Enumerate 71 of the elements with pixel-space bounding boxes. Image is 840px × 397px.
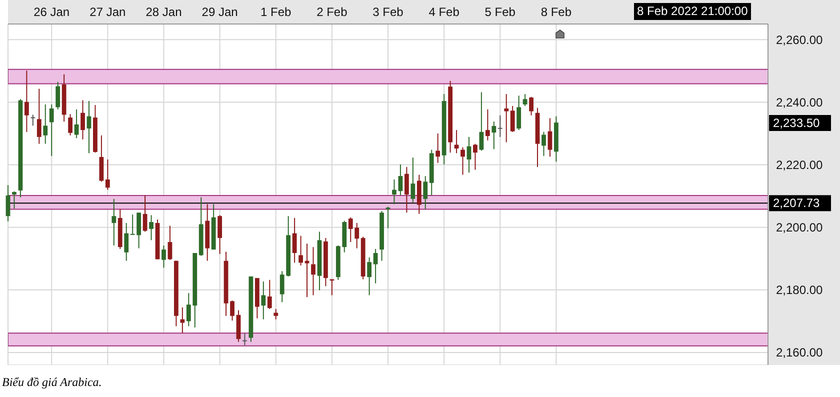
candlestick	[6, 184, 10, 222]
y-tick-label: 2,260.00	[776, 32, 824, 47]
candlestick	[529, 96, 534, 116]
x-tick-label: 4 Feb	[428, 5, 460, 19]
candlestick	[398, 164, 403, 196]
candlestick	[298, 235, 303, 266]
candlestick	[498, 114, 502, 138]
candlestick	[124, 222, 129, 262]
y-tick-label: 2,180.00	[776, 283, 824, 298]
candlestick	[267, 279, 272, 310]
candlestick	[162, 244, 166, 268]
candlestick	[367, 256, 372, 296]
x-tick-label: 27 Jan	[90, 5, 126, 19]
candlestick	[492, 121, 496, 150]
candlestick	[80, 100, 85, 140]
y-tick-label: 2,240.00	[776, 95, 824, 110]
ref-line-label: 2,207.73	[773, 196, 820, 210]
candlestick	[105, 158, 110, 190]
candlestick	[274, 308, 278, 320]
candlestick	[149, 214, 154, 241]
candlestick	[373, 248, 378, 284]
candlestick	[218, 214, 222, 254]
candlestick	[510, 105, 515, 132]
x-tick-label: 26 Jan	[34, 5, 70, 19]
candlestick	[261, 280, 266, 320]
candlestick	[404, 166, 409, 214]
candlestick	[485, 108, 490, 141]
candlestick	[473, 143, 478, 170]
y-tick-label: 2,160.00	[776, 346, 824, 360]
candlestick	[36, 88, 42, 144]
candlestick	[180, 306, 185, 334]
candlestick	[436, 132, 440, 164]
candlestick	[410, 157, 416, 203]
candlestick	[99, 134, 104, 182]
candlestick	[304, 243, 310, 298]
text: 8 Feb 2022 21:00:00	[634, 3, 751, 20]
candlestick	[112, 198, 116, 246]
x-tick-label: 1 Feb	[260, 5, 292, 19]
text: Biểu đồ giá Arabica.	[2, 375, 102, 390]
candlestick	[242, 332, 247, 346]
candlestick	[292, 217, 297, 264]
text: 2,233.50	[769, 114, 831, 131]
candlestick	[542, 131, 546, 157]
x-tick-label: 28 Jan	[146, 5, 182, 19]
candlestick	[168, 225, 172, 260]
y-tick-label: 2,200.00	[776, 220, 824, 235]
candlestick	[30, 114, 36, 126]
x-tick-label: 5 Feb	[484, 5, 516, 19]
candlestick	[56, 81, 60, 110]
x-tick-label: 2 Feb	[316, 5, 348, 19]
candlestick	[43, 104, 48, 144]
candlestick	[548, 118, 552, 158]
x-tick-label: 8 Feb	[540, 5, 572, 19]
candlestick	[516, 95, 522, 131]
candlestick	[466, 136, 472, 174]
candlestick	[522, 94, 528, 106]
candlestick	[230, 300, 234, 322]
candlestick	[12, 190, 16, 210]
candlestick	[479, 92, 484, 152]
candlestick	[68, 114, 72, 136]
candlestick	[460, 146, 465, 176]
candlestick	[142, 194, 148, 232]
candlestick	[311, 246, 316, 296]
candlestick	[392, 178, 396, 205]
x-tick-label: 29 Jan	[202, 5, 238, 19]
x-tick-label: 3 Feb	[372, 5, 404, 19]
y-tick-label: 2,220.00	[776, 158, 824, 172]
candlestick	[24, 70, 29, 132]
candlestick	[49, 104, 54, 157]
candlestick	[423, 176, 428, 210]
candlestick	[504, 94, 509, 143]
